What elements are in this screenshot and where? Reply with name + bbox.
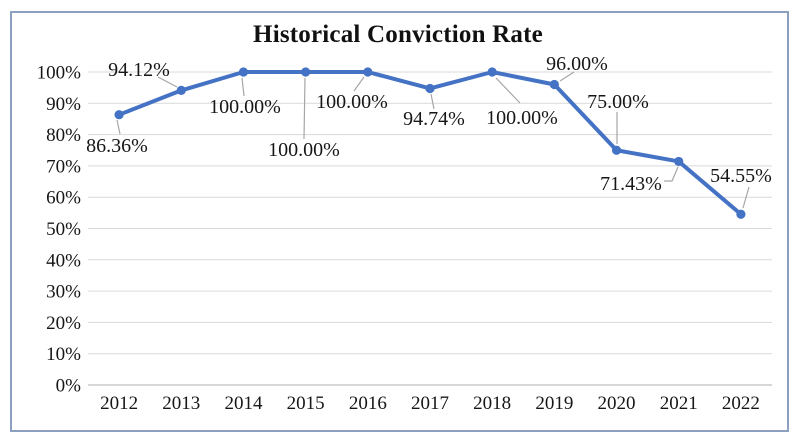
y-axis-tick-label: 90% <box>46 94 81 115</box>
data-label-leader-line <box>303 77 306 140</box>
data-label-leader-line <box>742 186 750 209</box>
y-axis-tick-label: 50% <box>46 219 81 240</box>
y-axis-tick-label: 10% <box>46 344 81 365</box>
data-point-2020 <box>611 145 622 155</box>
data-point-2022 <box>736 209 746 219</box>
data-label-2017: 94.74% <box>403 108 465 130</box>
data-point-2014 <box>238 67 249 77</box>
data-label-leader-line <box>664 166 679 182</box>
data-point-2015 <box>301 67 311 77</box>
data-point-2016 <box>363 67 373 77</box>
x-axis-tick-label: 2013 <box>162 393 200 414</box>
data-point-2012 <box>114 110 124 120</box>
data-point-2017 <box>425 83 435 94</box>
data-label-leader-line <box>353 76 365 92</box>
data-label-2015: 100.00% <box>268 139 340 161</box>
y-axis-tick-label: 60% <box>46 188 81 209</box>
data-label-2018: 100.00% <box>486 107 558 129</box>
x-axis-tick-label: 2016 <box>349 393 387 414</box>
data-label-2021: 71.43% <box>600 173 662 195</box>
x-axis-tick-label: 2022 <box>722 393 760 414</box>
x-axis-tick-label: 2021 <box>660 393 698 414</box>
y-axis-tick-label: 0% <box>56 376 82 397</box>
y-axis-tick-label: 100% <box>37 63 82 84</box>
x-axis-tick-label: 2015 <box>287 393 325 414</box>
y-axis-tick-label: 20% <box>46 313 81 334</box>
data-point-2021 <box>674 156 684 167</box>
y-axis-tick-label: 40% <box>46 250 81 271</box>
x-axis-tick-label: 2012 <box>100 393 138 414</box>
data-label-leader-line <box>116 119 121 135</box>
data-point-2019 <box>549 79 559 90</box>
data-label-2019: 96.00% <box>546 53 608 75</box>
data-label-leader-line <box>559 71 575 82</box>
chart-title: Historical Conviction Rate <box>253 21 543 48</box>
x-axis-tick-label: 2020 <box>598 393 636 414</box>
x-axis-tick-label: 2017 <box>411 393 449 414</box>
data-label-leader-line <box>495 77 521 104</box>
x-axis-tick-label: 2019 <box>535 393 573 414</box>
data-label-2022: 54.55% <box>710 165 772 187</box>
data-label-leader-line <box>430 93 435 110</box>
data-label-leader-line <box>157 76 178 88</box>
data-label-leader-line <box>241 77 245 97</box>
y-axis-tick-label: 80% <box>46 125 81 146</box>
data-point-2013 <box>176 85 186 96</box>
data-label-2020: 75.00% <box>587 91 649 113</box>
x-axis-tick-label: 2014 <box>224 393 263 414</box>
data-label-2012: 86.36% <box>86 135 148 157</box>
data-label-2013: 94.12% <box>108 59 170 81</box>
data-label-2016: 100.00% <box>316 91 388 113</box>
y-axis-tick-label: 70% <box>46 156 81 177</box>
data-point-2018 <box>487 67 497 77</box>
data-label-2014: 100.00% <box>209 96 281 118</box>
x-axis-tick-label: 2018 <box>473 393 511 414</box>
y-axis-tick-label: 30% <box>46 282 81 303</box>
